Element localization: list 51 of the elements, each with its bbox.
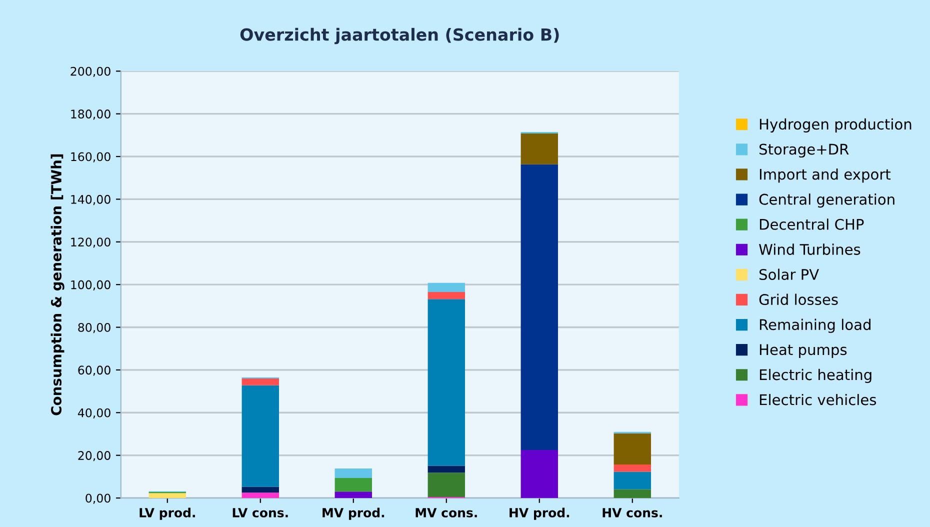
legend-label: Central generation (759, 194, 894, 208)
y-tick-label: 180,00 (71, 110, 110, 120)
bar (242, 486, 279, 493)
x-tick-label: LV prod. (140, 508, 195, 520)
legend-label: Electric vehicles (760, 394, 876, 406)
bar (242, 492, 279, 498)
x-tick-label: MV cons. (416, 508, 477, 518)
bar (148, 493, 186, 498)
y-tick-label: 0,00 (86, 494, 110, 504)
x-tick-label: LV cons. (232, 508, 288, 518)
bar (520, 133, 558, 164)
y-tick-label: 40,00 (78, 408, 110, 418)
bar (428, 472, 465, 497)
bar (428, 299, 465, 466)
y-tick-label: 140,00 (71, 194, 110, 206)
bar (428, 292, 465, 300)
x-tick-label: HV cons. (602, 508, 662, 518)
legend-label: Hydrogen production (760, 118, 912, 133)
y-tick-label: 100,00 (71, 280, 110, 290)
bar (614, 472, 651, 490)
y-tick-label: 120,00 (71, 238, 110, 248)
legend-label: Grid losses (759, 294, 838, 306)
bar (428, 282, 465, 292)
bar (614, 464, 651, 472)
bar (242, 378, 279, 386)
legend-label: Import and export (760, 168, 891, 183)
bar (334, 468, 372, 478)
bar (520, 164, 558, 450)
bar (334, 478, 372, 492)
bar (428, 466, 465, 473)
x-tick-label: HV prod. (510, 508, 570, 520)
legend-label: Decentral CHP (760, 218, 864, 230)
bar (242, 385, 279, 487)
y-tick-label: 20,00 (78, 451, 110, 462)
bar (520, 450, 558, 498)
y-axis-title: Consumption & generation [TWh] (50, 154, 64, 416)
y-tick-label: 200,00 (70, 66, 110, 78)
bar (614, 489, 651, 498)
chart-title: Overzicht jaartotalen (Scenario B) (240, 28, 559, 44)
y-tick-label: 80,00 (78, 322, 110, 334)
y-tick-label: 60,00 (78, 366, 110, 376)
legend-label: Wind Turbines (759, 244, 860, 255)
bar (614, 433, 651, 465)
bar (334, 492, 372, 498)
legend-label: Solar PV (760, 268, 819, 280)
legend-label: Storage+DR (760, 144, 849, 158)
legend-label: Remaining load (760, 318, 870, 333)
legend-label: Electric heating (760, 368, 872, 384)
legend-label: Heat pumps (760, 344, 847, 358)
x-tick-label: MV prod. (322, 508, 384, 520)
y-tick-label: 160,00 (71, 152, 110, 162)
